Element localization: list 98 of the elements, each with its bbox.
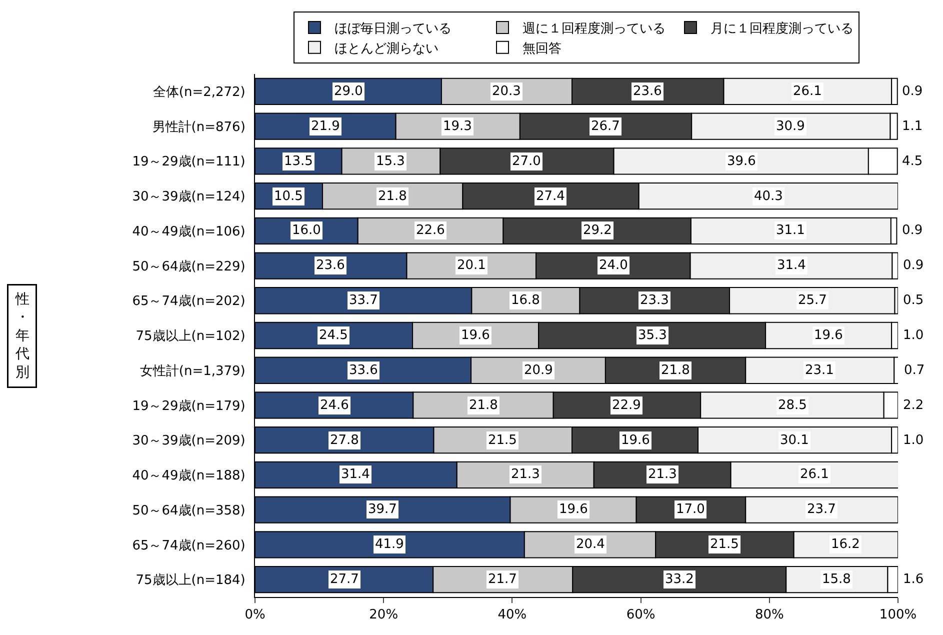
- data-label: 19.6: [461, 328, 490, 343]
- y-tick-label: 40～49歳(n=106): [132, 224, 246, 240]
- data-label: 10.5: [274, 189, 303, 204]
- y-tick-label: 75歳以上(n=102): [136, 329, 246, 344]
- data-label: 24.0: [599, 258, 628, 273]
- y-tick-label: 75歳以上(n=184): [136, 573, 246, 588]
- data-label: 1.6: [903, 572, 924, 587]
- data-label: 35.3: [638, 328, 667, 343]
- x-tick-label: 40%: [498, 608, 527, 623]
- data-label: 0.7: [904, 363, 925, 378]
- y-tick-label: 30～39歳(n=209): [132, 434, 246, 449]
- y-tick-label: 全体(n=2,272): [152, 84, 246, 100]
- data-label: 13.5: [284, 154, 313, 169]
- data-label: 26.1: [793, 84, 822, 99]
- x-tick-label: 60%: [626, 608, 656, 623]
- data-label: 21.9: [311, 119, 340, 134]
- x-tick-label: 100%: [879, 608, 917, 623]
- data-label: 27.4: [536, 189, 565, 204]
- data-label: 22.9: [612, 398, 641, 413]
- data-label: 19.6: [559, 502, 588, 517]
- data-label: 20.9: [524, 363, 553, 378]
- data-label: 19.6: [814, 328, 843, 343]
- data-label: 23.7: [807, 502, 836, 517]
- data-label: 1.0: [903, 433, 924, 448]
- data-label: 26.1: [800, 467, 829, 482]
- data-label: 23.6: [633, 84, 662, 99]
- data-label: 20.3: [492, 84, 521, 99]
- data-label: 21.3: [648, 467, 677, 482]
- data-label: 21.5: [488, 433, 517, 448]
- data-label: 25.7: [798, 293, 827, 308]
- data-label: 21.3: [511, 467, 540, 482]
- data-label: 31.4: [341, 467, 370, 482]
- data-label: 15.3: [376, 154, 405, 169]
- data-label: 30.9: [776, 119, 805, 134]
- legend-label: 月に１回程度測っている: [710, 20, 854, 37]
- x-tick-label: 20%: [369, 608, 398, 623]
- data-label: 29.0: [334, 84, 363, 99]
- data-label: 23.6: [316, 258, 345, 273]
- data-label: 0.9: [902, 84, 923, 99]
- data-label: 27.8: [330, 433, 359, 448]
- data-label: 19.3: [443, 119, 472, 134]
- data-label: 0.9: [902, 223, 923, 238]
- data-label: 41.9: [375, 537, 404, 552]
- data-label: 33.7: [349, 293, 378, 308]
- legend-label: 週に１回程度測っている: [522, 20, 666, 37]
- legend-label: ほぼ毎日測っている: [334, 22, 452, 37]
- data-label: 27.7: [330, 572, 359, 587]
- y-tick-label: 19～29歳(n=179): [132, 398, 246, 414]
- legend-label: ほとんど測らない: [334, 41, 438, 56]
- data-label: 21.8: [469, 398, 498, 413]
- text: 性・年代別: [14, 292, 30, 380]
- data-label: 23.3: [640, 293, 669, 308]
- data-label: 29.2: [583, 223, 612, 238]
- data-label: 17.0: [676, 502, 705, 517]
- data-label: 0.9: [903, 258, 924, 273]
- data-label: 15.8: [822, 572, 851, 587]
- data-label: 33.2: [665, 572, 694, 587]
- data-label: 28.5: [778, 398, 807, 413]
- data-label: 26.7: [591, 119, 620, 134]
- y-tick-label: 50～64歳(n=229): [132, 259, 246, 274]
- data-label: 39.7: [368, 502, 397, 517]
- data-label: 16.8: [511, 293, 540, 308]
- data-label: 30.1: [780, 433, 809, 448]
- data-label: 40.3: [754, 189, 783, 204]
- y-tick-label: 女性計(n=1,379): [140, 364, 246, 379]
- data-label: 21.5: [710, 537, 739, 552]
- data-label: 24.5: [319, 328, 348, 343]
- data-label: 21.8: [378, 189, 407, 204]
- data-label: 27.0: [512, 154, 541, 169]
- y-tick-label: 30～39歳(n=124): [132, 190, 246, 205]
- legend-label: 無回答: [522, 41, 562, 56]
- data-label: 23.1: [805, 363, 834, 378]
- data-label: 39.6: [727, 154, 756, 169]
- y-tick-label: 65～74歳(n=260): [132, 538, 246, 554]
- y-tick-label: 50～64歳(n=358): [132, 503, 246, 518]
- data-label: 1.1: [902, 119, 923, 134]
- data-label: 0.5: [903, 293, 924, 308]
- data-label: 20.1: [457, 258, 486, 273]
- data-label: 24.6: [320, 398, 349, 413]
- data-label: 16.2: [831, 537, 860, 552]
- y-tick-label: 65～74歳(n=202): [132, 294, 246, 310]
- data-label: 21.8: [661, 363, 690, 378]
- data-label: 22.6: [416, 223, 445, 238]
- data-label: 1.0: [903, 328, 924, 343]
- data-label: 33.6: [349, 363, 378, 378]
- y-tick-label: 40～49歳(n=188): [132, 468, 246, 484]
- data-label: 20.4: [576, 537, 605, 552]
- x-tick-label: 80%: [754, 608, 784, 623]
- y-tick-label: 19～29歳(n=111): [132, 154, 246, 170]
- data-label: 4.5: [902, 154, 923, 169]
- data-label: 19.6: [621, 433, 650, 448]
- data-label: 2.2: [903, 398, 924, 413]
- y-tick-label: 男性計(n=876): [152, 120, 246, 135]
- data-label: 31.4: [777, 258, 806, 273]
- x-tick-label: 0%: [244, 608, 266, 623]
- data-label: 21.7: [488, 572, 517, 587]
- data-label: 31.1: [776, 223, 805, 238]
- data-label: 16.0: [292, 223, 321, 238]
